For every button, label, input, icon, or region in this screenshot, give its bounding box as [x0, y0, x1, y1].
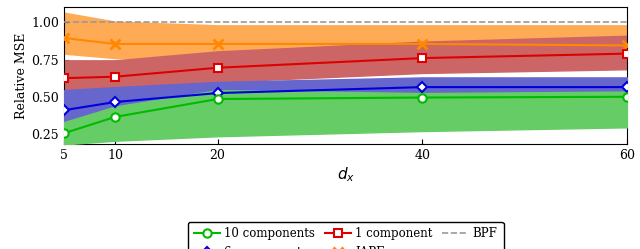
Legend: 10 components, 6 components, 1 component, IAPF, BPF: 10 components, 6 components, 1 component…	[188, 222, 504, 249]
Y-axis label: Relative MSE: Relative MSE	[15, 33, 29, 119]
X-axis label: $d_x$: $d_x$	[337, 165, 355, 184]
